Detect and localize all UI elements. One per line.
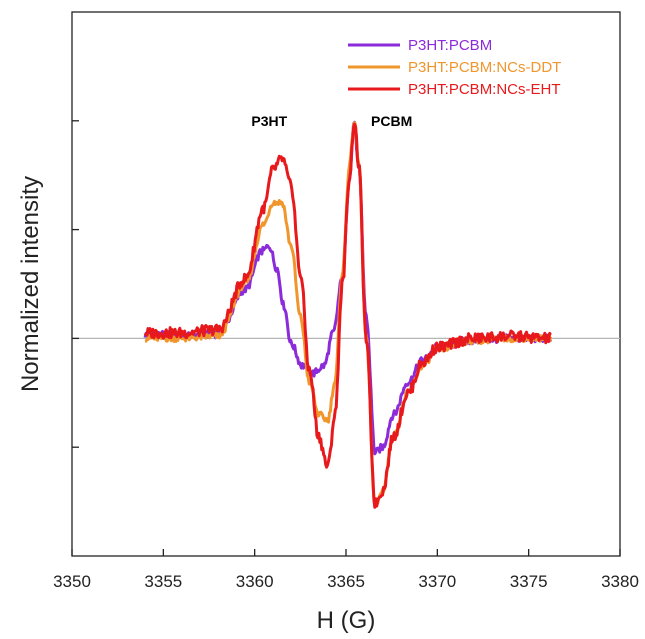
x-tick-label: 3360 (236, 572, 274, 591)
y-axis-ticks (72, 120, 79, 448)
x-tick-label: 3375 (510, 572, 548, 591)
series-line-3 (143, 122, 552, 509)
legend-label: P3HT:PCBM:NCs-EHT (408, 81, 561, 98)
x-tick-label: 3350 (53, 572, 91, 591)
x-tick-label: 3380 (601, 572, 639, 591)
peak-label: PCBM (371, 113, 412, 129)
x-axis-ticks: 3350 3355 3360 3365 3370 3375 3380 (53, 549, 639, 591)
plot-frame (71, 11, 621, 557)
x-tick-label: 3355 (144, 572, 182, 591)
peak-label: P3HT (251, 113, 287, 129)
x-axis-label: H (G) (317, 607, 376, 634)
x-tick-label: 3365 (327, 572, 365, 591)
legend: P3HT:PCBM P3HT:PCBM:NCs-DDT P3HT:PCBM:NCs-… (348, 37, 561, 98)
x-tick-label: 3370 (418, 572, 456, 591)
legend-label: P3HT:PCBM:NCs-DDT (408, 59, 561, 76)
legend-label: P3HT:PCBM (408, 37, 492, 54)
peak-annotations: P3HT PCBM (251, 113, 412, 129)
series-group (143, 120, 553, 509)
y-axis-label: Normalized intensity (17, 176, 44, 392)
